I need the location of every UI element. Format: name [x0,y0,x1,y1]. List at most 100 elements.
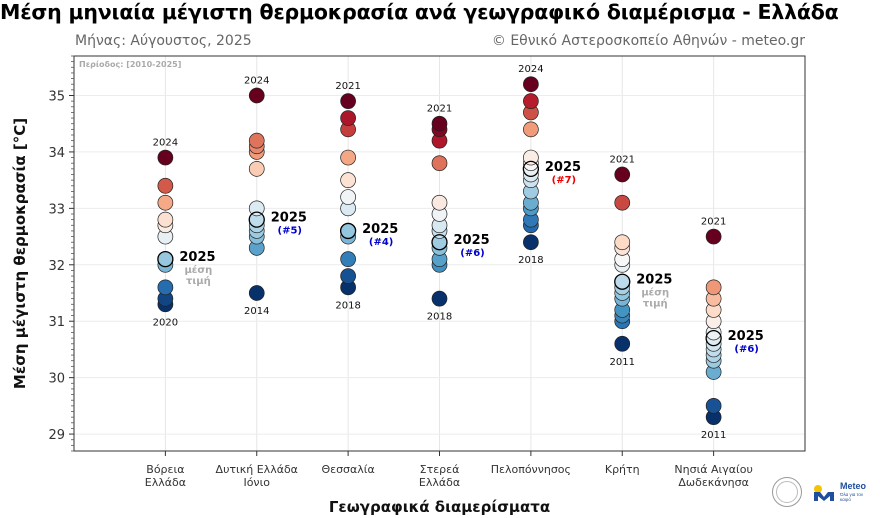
data-point [157,211,174,228]
y-axis-title: Μέση μέγιστη θερμοκρασία [°C] [11,118,29,389]
max-year-label: 2021 [335,81,360,92]
current-year-note: (#7) [552,175,576,186]
max-year-label: 2021 [701,217,726,228]
meteo-tagline: Όλα για τον καιρό [840,492,864,502]
y-tick-label: 31 [48,315,65,330]
data-point [157,279,174,296]
data-point [340,189,356,205]
y-tick-label: 30 [48,372,65,387]
meteo-logo: Meteo Όλα για τον καιρό [812,478,872,508]
x-tick-label: Πελοπόννησος [491,463,571,476]
current-year-point [705,329,722,347]
current-year-label: 2025 [636,273,672,288]
data-point [248,87,265,104]
x-tick-label: Βόρεια [146,463,184,476]
data-point [340,149,356,166]
data-point [248,161,265,177]
y-tick-label: 29 [48,428,65,443]
data-point [340,268,356,284]
data-point [431,115,448,132]
data-point [523,93,539,109]
current-year-note: μέση [184,264,212,276]
x-tick-label: Ελλάδα [419,476,460,489]
min-year-label: 2018 [427,312,452,323]
current-year-note: (#5) [278,226,302,237]
data-point [340,110,356,126]
current-year-note: μέση [641,287,669,299]
data-point [614,335,631,352]
data-point [614,234,631,251]
current-year-label: 2025 [362,222,398,237]
observatory-seal-logo [772,477,802,507]
max-year-label: 2021 [610,155,635,166]
data-point [705,228,722,245]
current-year-point [157,250,174,268]
y-tick-label: 35 [48,90,65,105]
x-tick-label: Κρήτη [605,463,640,476]
data-point [248,200,265,217]
labels-layer: 202420202025μέσητιμή202420142025(#5)2021… [153,64,764,441]
data-point [157,194,174,211]
current-year-note: τιμή [186,275,211,287]
data-point [523,121,539,138]
x-tick-label: Θεσσαλία [321,463,374,476]
data-point [340,172,356,188]
y-tick-label: 32 [48,259,65,274]
current-year-point [248,211,265,228]
current-year-label: 2025 [271,211,307,226]
x-tick-label: Ελλάδα [145,476,186,489]
seal-inner-ring [776,481,798,503]
y-tick-label: 34 [48,146,65,161]
max-year-label: 2024 [518,64,543,75]
y-tick-label: 33 [48,202,65,217]
current-year-label: 2025 [454,233,490,248]
data-point [340,93,356,109]
min-year-label: 2020 [153,317,178,328]
max-year-label: 2024 [153,138,178,149]
month-subtitle: Μήνας: Αύγουστος, 2025 [75,33,252,49]
min-year-label: 2018 [335,300,360,311]
points-layer [157,76,722,425]
period-label: Περίοδος: [2010-2025] [79,59,181,69]
current-year-label: 2025 [545,160,581,175]
max-year-label: 2024 [244,76,269,87]
min-year-label: 2011 [610,357,635,368]
data-point [523,234,539,251]
x-tick-label: Δυτική Ελλάδα [216,463,298,476]
copyright-subtitle: © Εθνικό Αστεροσκοπείο Αθηνών - meteo.gr [491,33,805,49]
data-point [340,251,356,267]
chart-title: Μέση μηνιαία μέγιστη θερμοκρασία ανά γεω… [0,0,839,24]
current-year-note: (#6) [734,344,758,355]
current-year-label: 2025 [179,250,215,265]
data-point [705,279,722,296]
grid-layer [74,56,805,451]
max-year-label: 2021 [427,104,452,115]
current-year-note: τιμή [643,298,668,310]
current-year-point [339,222,357,240]
x-tick-label: Νησιά Αιγαίου [674,463,752,476]
data-point [523,149,539,166]
data-point [705,398,722,414]
x-axis-title: Γεωγραφικά διαμερίσματα [329,498,550,516]
x-tick-label: Στερεά [420,463,460,476]
current-year-point [522,160,540,178]
current-year-point [614,273,631,290]
data-point [523,76,539,93]
current-year-note: (#6) [460,248,484,259]
data-point [157,177,174,194]
data-point [431,290,448,307]
data-point [248,132,265,149]
data-point [614,194,631,211]
data-point [431,155,448,172]
data-point [614,166,631,183]
min-year-label: 2018 [518,255,543,266]
data-point [431,194,448,211]
meteo-wordmark: Meteo [840,481,867,491]
data-point [157,149,174,166]
x-tick-label: Δωδεκάνησα [678,476,749,489]
meteo-mark-icon [814,485,834,501]
current-year-note: (#4) [369,237,393,248]
min-year-label: 2011 [701,430,726,441]
